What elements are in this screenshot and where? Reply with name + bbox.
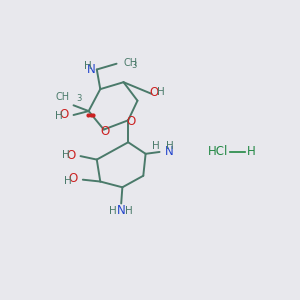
- Text: O: O: [68, 172, 78, 185]
- Text: H: H: [152, 141, 160, 151]
- Text: O: O: [59, 108, 68, 121]
- Text: H: H: [125, 206, 133, 216]
- Text: H: H: [64, 176, 72, 186]
- Text: 3: 3: [131, 61, 136, 70]
- Text: H: H: [55, 111, 63, 122]
- Text: CH: CH: [56, 92, 70, 102]
- Text: H: H: [62, 149, 70, 160]
- Text: H: H: [247, 145, 255, 158]
- Text: N: N: [165, 146, 173, 158]
- Text: N: N: [87, 63, 96, 76]
- Text: H: H: [166, 141, 173, 152]
- Text: H: H: [109, 206, 117, 216]
- Text: HCl: HCl: [208, 145, 228, 158]
- Text: H: H: [157, 87, 165, 97]
- Text: CH: CH: [124, 58, 138, 68]
- Text: O: O: [126, 115, 136, 128]
- Text: O: O: [150, 86, 159, 99]
- Text: 3: 3: [76, 94, 81, 103]
- Text: N: N: [117, 204, 126, 218]
- Text: H: H: [84, 61, 92, 71]
- Text: O: O: [66, 149, 75, 162]
- Text: O: O: [100, 125, 110, 138]
